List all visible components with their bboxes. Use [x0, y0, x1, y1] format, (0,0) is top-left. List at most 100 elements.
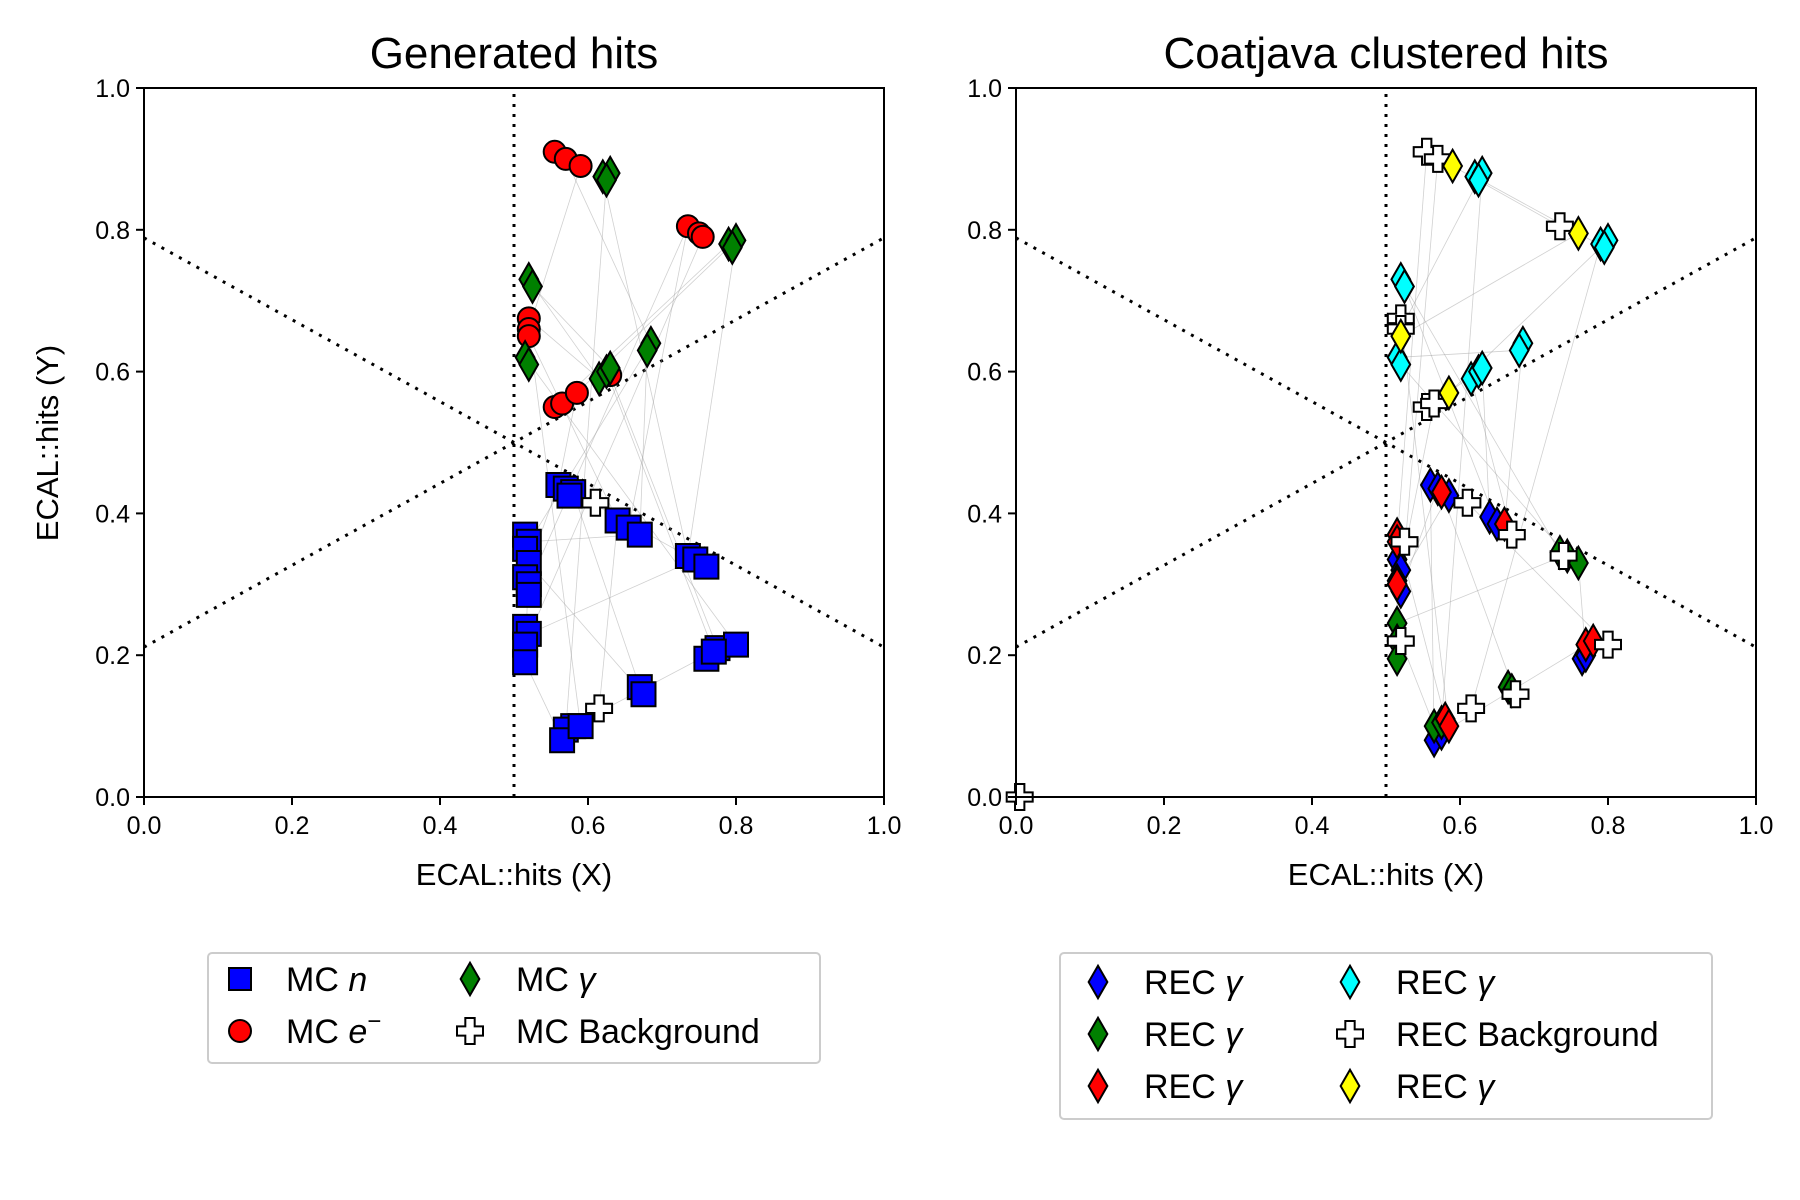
series-diamond-markers	[514, 154, 747, 397]
connection-line	[628, 226, 689, 528]
data-point	[1442, 147, 1464, 185]
legend-marker-square	[228, 967, 252, 991]
data-point	[568, 153, 593, 178]
y-tick-label: 0.0	[95, 784, 130, 812]
legend-label: REC γ	[1396, 964, 1496, 1002]
data-point	[1549, 541, 1578, 570]
data-point	[1390, 317, 1412, 355]
data-point	[595, 161, 618, 199]
legend-marker-diamond	[1339, 1067, 1361, 1105]
legend-marker-diamond	[459, 960, 481, 998]
legend-label: MC γ	[516, 961, 597, 999]
connection-line	[528, 562, 644, 695]
connection-line	[558, 392, 578, 486]
x-tick-label: 0.0	[999, 812, 1034, 840]
data-point	[1390, 346, 1412, 383]
data-point	[1386, 566, 1408, 603]
connection-line	[602, 176, 689, 557]
legend-marker-circle	[228, 1019, 252, 1043]
legend-label: REC γ	[1144, 1068, 1244, 1106]
legend-label: MC Background	[516, 1013, 760, 1051]
legend-label: MC e−	[286, 1008, 381, 1051]
connection-line	[1504, 343, 1524, 525]
data-point	[1393, 268, 1416, 305]
series-circle-markers	[516, 139, 715, 420]
legend-entry: REC γ	[1339, 963, 1496, 1002]
data-point	[512, 649, 539, 676]
connection-line	[528, 226, 689, 585]
x-axis-label: ECAL::hits (X)	[1288, 857, 1484, 892]
x-tick-label: 0.0	[127, 812, 162, 840]
axes-frame	[143, 87, 885, 798]
data-point	[1508, 332, 1530, 369]
legend-entry: MC Background	[456, 1013, 760, 1051]
x-axis-label: ECAL::hits (X)	[416, 857, 612, 892]
legend: MC n MC e− MC γ MC Background	[207, 952, 821, 1064]
y-tick-label: 1.0	[967, 75, 1002, 103]
data-point	[1453, 488, 1482, 517]
series-diamond-markers	[1386, 466, 1597, 759]
connection-line	[1441, 173, 1483, 723]
x-tick-label: 0.8	[1591, 812, 1626, 840]
legend-entry: MC γ	[459, 960, 597, 999]
data-point	[626, 521, 653, 548]
data-point	[1497, 520, 1526, 549]
y-tick-label: 0.8	[95, 217, 130, 245]
data-point	[1438, 707, 1460, 745]
data-point	[690, 224, 715, 249]
legend-marker-diamond	[1339, 963, 1361, 1001]
connection-line	[554, 243, 729, 408]
legend: REC γ REC γ REC γ REC γ REC Background REC γ	[1059, 952, 1713, 1120]
connection-line	[1430, 485, 1435, 741]
data-point	[1430, 473, 1453, 511]
data-point	[599, 349, 621, 387]
data-point	[1423, 144, 1452, 173]
series-plus-markers	[581, 488, 614, 723]
legend-entry: REC γ	[1339, 1067, 1496, 1106]
data-point	[721, 229, 743, 266]
axes-frame	[1015, 87, 1757, 798]
data-point	[581, 488, 610, 517]
data-point	[1567, 215, 1589, 252]
data-point	[515, 581, 542, 608]
connection-line	[532, 286, 611, 369]
data-point	[564, 380, 589, 405]
x-tick-label: 1.0	[867, 812, 902, 840]
y-tick-label: 0.4	[967, 500, 1002, 528]
connection-line	[639, 350, 648, 535]
y-tick-label: 0.0	[967, 784, 1002, 812]
panel-generated-hits: Generated hits ECAL::hits (X) ECAL::hits…	[30, 29, 902, 1064]
legend-entry: REC γ	[1087, 1067, 1244, 1106]
connection-line	[528, 279, 600, 379]
y-tick-label: 0.2	[967, 642, 1002, 670]
legend-marker-plus	[456, 1017, 484, 1045]
connection-line	[528, 559, 696, 635]
series-diamond-markers	[1386, 534, 1589, 745]
plot-area: 0.0 0.2 0.4 0.6 0.8 1.0 0.0 0.2 0.4 0.6 0.8 1.0	[967, 75, 1773, 840]
y-tick-label: 0.6	[95, 359, 130, 387]
data-point	[1420, 389, 1449, 418]
legend-label: MC n	[286, 961, 367, 999]
connection-line	[565, 158, 652, 344]
data-point	[1594, 630, 1622, 659]
data-point	[723, 631, 749, 658]
connection-line	[572, 492, 641, 688]
legend-entry: MC n	[228, 961, 367, 999]
series-plus-markers	[1005, 137, 1622, 811]
y-tick-label: 0.6	[967, 359, 1002, 387]
series-diamond-markers	[1386, 154, 1619, 397]
connection-line	[1397, 349, 1520, 358]
series-square-markers	[512, 472, 749, 754]
data-point	[1438, 374, 1460, 412]
legend-marker-diamond	[1087, 963, 1109, 1001]
data-point	[1412, 137, 1441, 166]
connection-line	[524, 343, 652, 550]
connection-line	[1470, 243, 1601, 709]
data-point	[516, 324, 541, 349]
data-point	[585, 694, 614, 723]
connection-line	[1400, 232, 1579, 337]
x-tick-label: 0.6	[571, 812, 606, 840]
y-axis-label: ECAL::hits (Y)	[30, 345, 65, 541]
connection-line	[1400, 318, 1450, 727]
